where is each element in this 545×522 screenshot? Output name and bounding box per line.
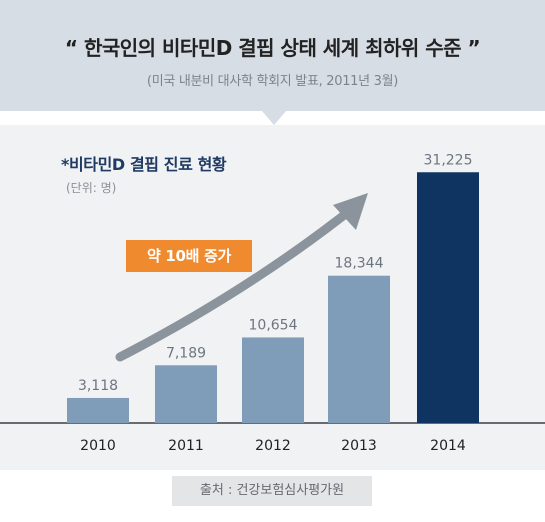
value-label-2012: 10,654 bbox=[249, 317, 298, 333]
trend-arrow bbox=[115, 193, 368, 362]
category-label-2011: 2011 bbox=[168, 438, 204, 454]
headline-source: (미국 내분비 대사학 학회지 발표, 2011년 3월) bbox=[146, 74, 399, 89]
footer-source: 출처 : 건강보험심사평가원 bbox=[172, 476, 372, 506]
category-label-2010: 2010 bbox=[80, 438, 116, 454]
bar-2012 bbox=[242, 337, 304, 423]
chart-unit: (단위: 명) bbox=[66, 181, 117, 195]
header-banner bbox=[0, 0, 545, 111]
chart-title: *비타민D 결핍 진료 현황 bbox=[61, 155, 227, 174]
value-label-2014: 31,225 bbox=[424, 152, 473, 168]
bar-2014 bbox=[417, 172, 479, 423]
bar-2013 bbox=[328, 275, 390, 423]
category-label-2013: 2013 bbox=[341, 438, 377, 454]
value-label-2010: 3,118 bbox=[78, 378, 118, 394]
value-label-2011: 7,189 bbox=[166, 345, 206, 361]
increase-annotation: 약 10배 증가 bbox=[126, 240, 252, 272]
bars-layer bbox=[67, 172, 479, 423]
labels-layer: 3,118 2010 7,189 2011 10,654 2012 18,344 2013 31… bbox=[78, 152, 473, 454]
bar-2011 bbox=[155, 365, 217, 423]
bar-2010 bbox=[67, 397, 129, 423]
category-label-2014: 2014 bbox=[430, 438, 466, 454]
headline: “ 한국인의 비타민D 결핍 상태 세계 최하위 수준 ” bbox=[64, 36, 481, 60]
header-notch bbox=[262, 111, 286, 125]
value-label-2013: 18,344 bbox=[335, 256, 384, 272]
category-label-2012: 2012 bbox=[255, 438, 291, 454]
